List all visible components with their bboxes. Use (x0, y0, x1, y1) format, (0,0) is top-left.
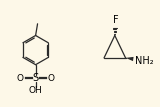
Text: S: S (32, 73, 39, 83)
Text: O: O (48, 74, 55, 83)
Text: OH: OH (29, 85, 43, 94)
Polygon shape (126, 57, 134, 61)
Text: F: F (113, 15, 119, 25)
Text: NH₂: NH₂ (135, 56, 154, 66)
Text: O: O (16, 74, 23, 83)
